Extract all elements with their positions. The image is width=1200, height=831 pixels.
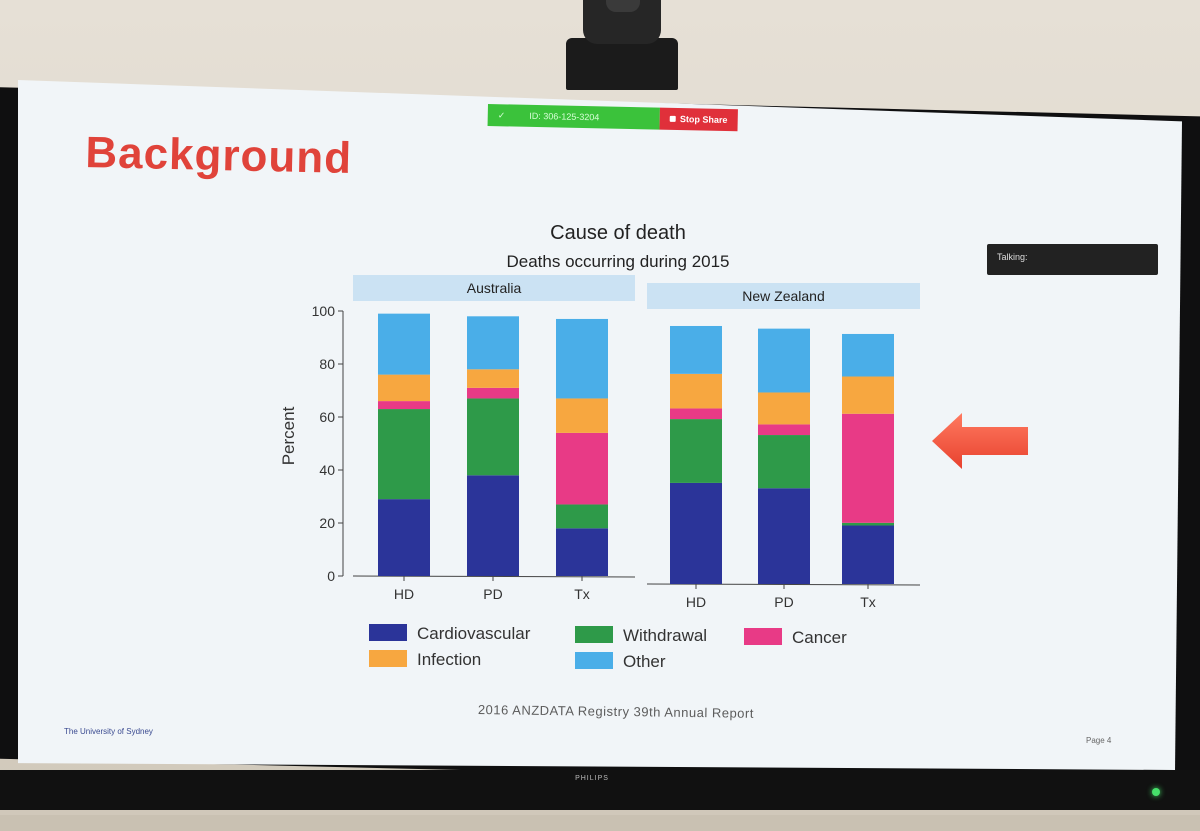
- bar-segment: [670, 482, 722, 584]
- y-tick-label: 60: [319, 409, 335, 425]
- panel-label: New Zealand: [742, 288, 825, 304]
- x-tick-label: PD: [483, 586, 502, 602]
- bar-segment: [758, 424, 810, 436]
- bar-segment: [670, 408, 722, 420]
- panel-label: Australia: [467, 280, 522, 296]
- bar-segment: [378, 409, 430, 500]
- bar-segment: [842, 333, 894, 377]
- bar-segment: [556, 398, 608, 433]
- x-tick-label: Tx: [574, 586, 590, 602]
- legend-swatch: [369, 650, 407, 667]
- y-tick-label: 100: [312, 303, 336, 319]
- panel-strip: [353, 275, 635, 301]
- legend-label: Infection: [417, 650, 481, 669]
- legend-swatch: [575, 652, 613, 669]
- bar-segment: [378, 374, 430, 402]
- bar-segment: [842, 525, 894, 584]
- legend-label: Withdrawal: [623, 626, 707, 645]
- institution-label: The University of Sydney: [64, 727, 153, 736]
- talking-label: Talking:: [997, 252, 1028, 262]
- x-axis-line: [352, 575, 636, 578]
- legend-label: Cancer: [792, 628, 847, 647]
- x-tick-label: PD: [774, 594, 793, 610]
- legend-label: Cardiovascular: [417, 624, 531, 643]
- legend-swatch: [744, 628, 782, 645]
- left-arrow-icon: [932, 413, 1028, 469]
- bar-segment: [758, 435, 810, 489]
- bar-segment: [467, 387, 519, 399]
- bar-segment: [758, 392, 810, 425]
- monitor-brand: PHILIPS: [575, 775, 609, 782]
- bar-segment: [670, 419, 722, 483]
- x-tick-label: HD: [394, 586, 414, 602]
- bar-segment: [556, 504, 608, 529]
- table-edge: [0, 815, 1200, 831]
- bar-segment: [556, 318, 608, 399]
- bar-segment: [758, 328, 810, 393]
- legend-swatch: [369, 624, 407, 641]
- y-tick-label: 0: [327, 568, 335, 584]
- bar-segment: [556, 528, 608, 576]
- bar-segment: [670, 325, 722, 374]
- legend-swatch: [575, 626, 613, 643]
- y-tick-label: 80: [319, 356, 335, 372]
- talking-indicator: Talking:: [987, 244, 1158, 275]
- page-number: Page 4: [1086, 736, 1112, 745]
- bar-segment: [842, 522, 894, 526]
- bar-segment: [378, 313, 430, 375]
- x-tick-label: Tx: [860, 594, 876, 610]
- bar-segment: [378, 401, 430, 410]
- y-axis-label: Percent: [279, 406, 298, 465]
- webcam-lens: [606, 0, 640, 12]
- bar-segment: [758, 488, 810, 584]
- x-tick-label: HD: [686, 594, 706, 610]
- monitor-bottom-bezel: [0, 770, 1200, 810]
- camera-mount: [566, 38, 678, 90]
- bar-segment: [467, 398, 519, 476]
- chart-subtitle: Deaths occurring during 2015: [506, 252, 729, 271]
- bar-segment: [842, 376, 894, 414]
- y-tick-label: 20: [319, 515, 335, 531]
- bar-segment: [670, 373, 722, 409]
- legend-label: Other: [623, 652, 666, 671]
- y-tick-label: 40: [319, 462, 335, 478]
- chart-title: Cause of death: [550, 222, 686, 244]
- bar-segment: [842, 413, 894, 523]
- bar-segment: [467, 369, 519, 388]
- bar-segment: [378, 499, 430, 576]
- power-led-icon: [1152, 788, 1160, 796]
- bar-segment: [467, 475, 519, 576]
- bar-segment: [467, 316, 519, 370]
- bar-segment: [556, 432, 608, 505]
- panel-strip: [647, 283, 920, 309]
